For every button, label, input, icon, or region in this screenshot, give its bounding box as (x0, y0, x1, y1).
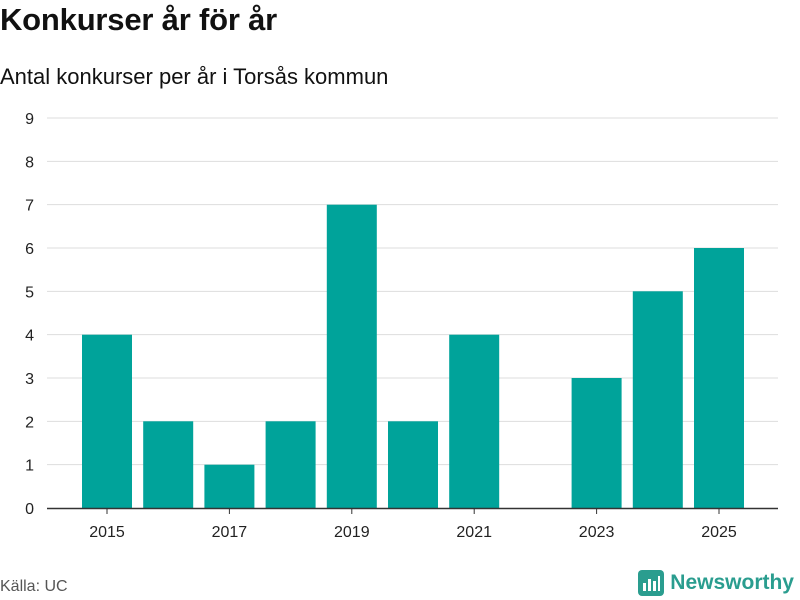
bars (82, 204, 744, 508)
bar-2017 (204, 464, 255, 508)
bar-2015 (82, 334, 132, 508)
x-tick-label: 2017 (212, 524, 248, 541)
source-note: Källa: UC (0, 578, 68, 595)
brand-logo: Newsworthy (638, 568, 794, 598)
bar-2018 (265, 421, 316, 508)
x-tick-label: 2023 (579, 524, 615, 541)
y-axis-ticks: 0 1 2 3 4 5 6 7 8 9 (25, 111, 34, 518)
bar-2021 (449, 334, 500, 508)
brand-name: Newsworthy (670, 571, 794, 594)
bar-2016 (143, 421, 194, 508)
chart-title: Konkurser år för år (0, 2, 278, 37)
x-axis-ticks: 2015 2017 2019 2021 2023 2025 (89, 508, 737, 541)
y-tick-label: 3 (25, 371, 34, 388)
x-tick-label: 2021 (456, 524, 492, 541)
bar-2020 (388, 421, 438, 508)
y-tick-label: 5 (25, 284, 34, 301)
x-tick-label: 2015 (89, 524, 125, 541)
bar-2025 (694, 248, 744, 508)
y-tick-label: 4 (25, 328, 34, 345)
x-tick-label: 2019 (334, 524, 370, 541)
x-tick-label: 2025 (701, 524, 737, 541)
y-tick-label: 9 (25, 111, 34, 128)
y-tick-label: 1 (25, 458, 34, 475)
bar-2019 (326, 204, 377, 508)
y-tick-label: 2 (25, 414, 34, 431)
bar-2024 (632, 291, 683, 508)
chart-subtitle: Antal konkurser per år i Torsås kommun (0, 64, 389, 89)
y-tick-label: 0 (25, 501, 34, 518)
y-tick-label: 6 (25, 241, 34, 258)
y-tick-label: 7 (25, 198, 34, 215)
newsworthy-logo-icon (638, 570, 665, 596)
y-tick-label: 8 (25, 154, 34, 171)
bar-2023 (571, 378, 622, 508)
